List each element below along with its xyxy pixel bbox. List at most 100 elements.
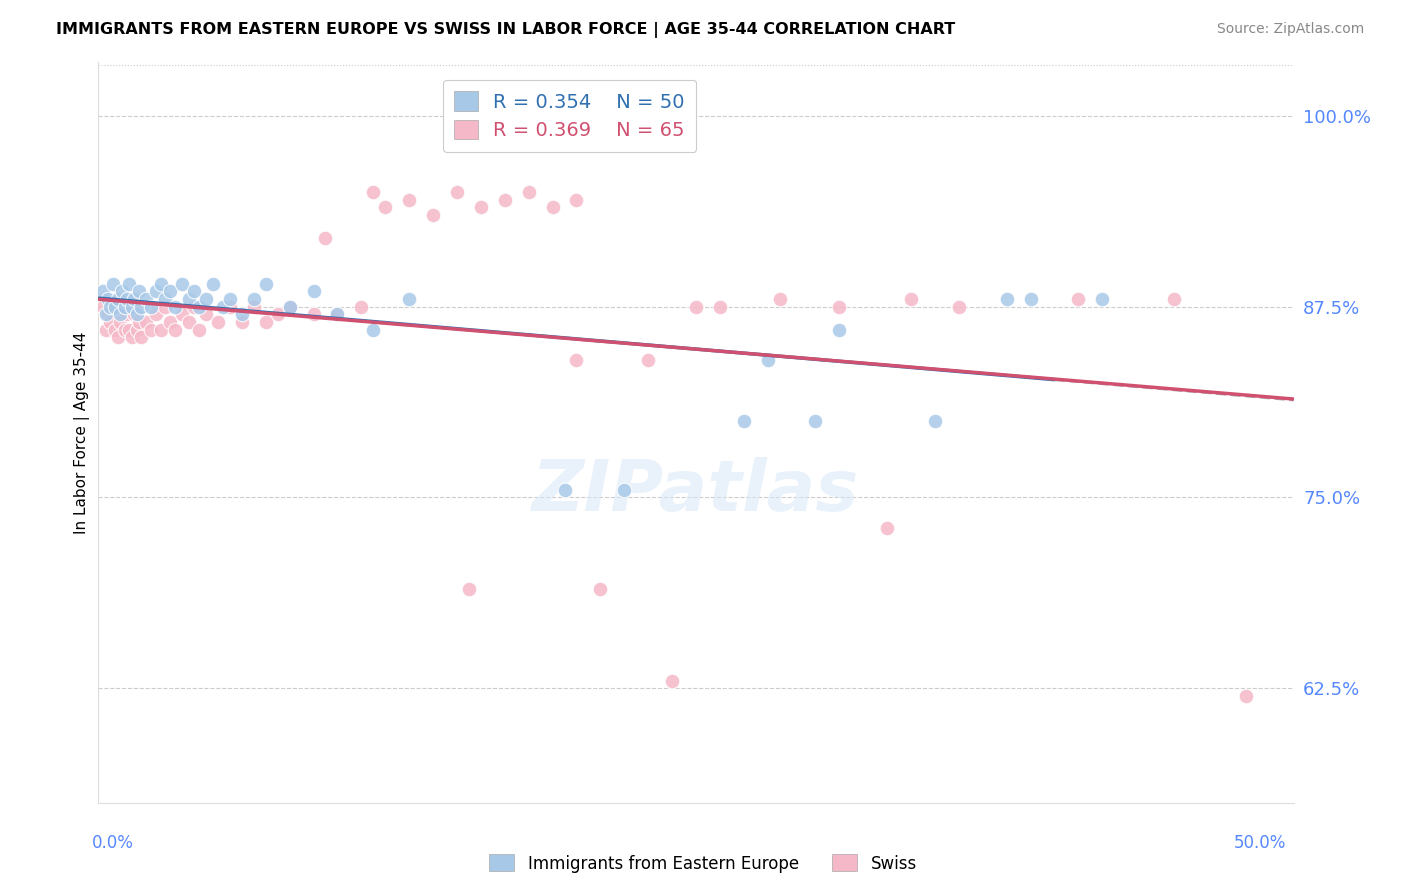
Point (139, 300, 162, 314)
Point (111, 300, 134, 314)
Point (517, 185, 540, 199)
Point (231, 307, 253, 321)
Point (94, 307, 117, 321)
Point (104, 300, 127, 314)
Point (685, 300, 707, 314)
Point (114, 300, 136, 314)
Point (104, 322, 127, 336)
Point (900, 292, 922, 306)
Text: ZIPatlas: ZIPatlas (533, 458, 859, 526)
Y-axis label: In Labor Force | Age 35-44: In Labor Force | Age 35-44 (75, 332, 90, 533)
Point (111, 285, 134, 299)
Point (94, 322, 117, 336)
Text: 50.0%: 50.0% (1234, 834, 1286, 852)
Point (211, 300, 233, 314)
Point (243, 300, 266, 314)
Point (1091, 292, 1114, 306)
Point (149, 322, 172, 336)
Point (267, 307, 290, 321)
Point (1067, 292, 1090, 306)
Point (565, 353, 588, 368)
Point (101, 300, 124, 314)
Point (139, 322, 162, 336)
Point (183, 285, 205, 299)
Point (278, 300, 301, 314)
Point (1019, 292, 1042, 306)
Point (183, 300, 205, 314)
Point (613, 483, 636, 497)
Point (135, 292, 157, 306)
Point (995, 292, 1018, 306)
Point (924, 414, 946, 428)
Point (195, 292, 218, 306)
Point (254, 315, 277, 329)
Point (159, 315, 181, 329)
Legend: Immigrants from Eastern Europe, Swiss: Immigrants from Eastern Europe, Swiss (482, 847, 924, 880)
Point (107, 330, 129, 344)
Point (124, 307, 146, 321)
Point (128, 285, 150, 299)
Point (768, 292, 790, 306)
Point (541, 201, 564, 215)
Text: 0.0%: 0.0% (91, 834, 134, 852)
Point (108, 307, 131, 321)
Point (128, 315, 150, 329)
Point (231, 315, 253, 329)
Point (91, 285, 114, 299)
Point (804, 414, 827, 428)
Point (756, 353, 779, 368)
Point (125, 322, 148, 336)
Point (470, 201, 492, 215)
Legend: R = 0.354    N = 50, R = 0.369    N = 65: R = 0.354 N = 50, R = 0.369 N = 65 (443, 79, 696, 152)
Point (733, 414, 755, 428)
Text: Source: ZipAtlas.com: Source: ZipAtlas.com (1216, 22, 1364, 37)
Point (458, 582, 481, 596)
Point (187, 322, 209, 336)
Point (155, 292, 177, 306)
Point (115, 307, 138, 321)
Point (876, 521, 898, 535)
Point (374, 201, 396, 215)
Point (187, 300, 209, 314)
Point (1234, 689, 1257, 703)
Point (661, 673, 683, 688)
Point (107, 292, 129, 306)
Point (115, 292, 138, 306)
Point (145, 307, 167, 321)
Point (108, 315, 131, 329)
Point (363, 185, 385, 199)
Point (97, 307, 120, 321)
Point (302, 285, 325, 299)
Point (637, 353, 659, 368)
Point (179, 315, 201, 329)
Point (828, 300, 851, 314)
Point (422, 208, 444, 222)
Point (207, 315, 229, 329)
Point (135, 315, 157, 329)
Point (363, 322, 385, 336)
Point (131, 300, 153, 314)
Point (124, 292, 146, 306)
Point (254, 277, 277, 291)
Point (350, 300, 373, 314)
Point (446, 185, 468, 199)
Point (172, 307, 194, 321)
Point (101, 277, 124, 291)
Point (315, 231, 337, 245)
Point (121, 300, 143, 314)
Point (494, 193, 516, 207)
Point (159, 285, 181, 299)
Point (202, 277, 225, 291)
Text: IMMIGRANTS FROM EASTERN EUROPE VS SWISS IN LABOR FORCE | AGE 35-44 CORRELATION C: IMMIGRANTS FROM EASTERN EUROPE VS SWISS … (56, 22, 956, 38)
Point (98, 300, 122, 314)
Point (145, 285, 167, 299)
Point (131, 330, 153, 344)
Point (125, 307, 148, 321)
Point (243, 292, 266, 306)
Point (219, 292, 242, 306)
Point (155, 300, 177, 314)
Point (91, 300, 114, 314)
Point (114, 322, 136, 336)
Point (709, 300, 731, 314)
Point (828, 322, 851, 336)
